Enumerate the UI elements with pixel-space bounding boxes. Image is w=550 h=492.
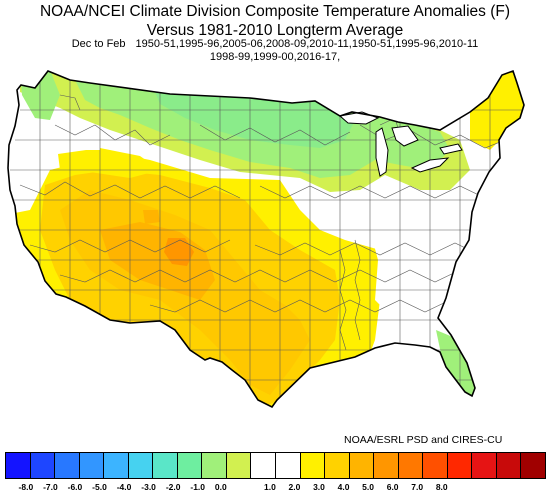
legend-tick-label: 0.0	[214, 482, 227, 492]
legend-swatch	[78, 452, 105, 479]
legend-swatch	[324, 452, 350, 479]
legend-tick-label: 6.0	[386, 482, 399, 492]
legend-swatch	[471, 452, 497, 479]
credit-text: NOAA/ESRL PSD and CIRES-CU	[344, 434, 503, 446]
legend-swatch	[495, 452, 522, 479]
legend-swatch	[103, 452, 129, 479]
legend-swatch	[127, 452, 154, 479]
legend-swatch	[520, 452, 546, 479]
legend-swatch	[275, 452, 301, 479]
legend-swatch	[152, 452, 178, 479]
title-line-2: Versus 1981-2010 Longterm Average	[146, 22, 404, 39]
legend-swatch	[250, 452, 276, 479]
legend-tick-label: 2.0	[288, 482, 301, 492]
color-scale-legend: -8.0 -7.0 -6.0 -5.0 -4.0 -3.0 -2.0 -1.0 0.0 1.0 2.…	[5, 452, 546, 492]
legend-tick-label: 7.0	[411, 482, 424, 492]
years-line-2: 1998-99,1999-00,2016-17,	[209, 51, 341, 63]
legend-tick-label: 4.0	[337, 482, 350, 492]
us-outline	[7, 69, 525, 409]
legend-swatch	[176, 452, 203, 479]
legend-swatch	[5, 452, 31, 479]
us-climate-division-map	[7, 69, 525, 409]
legend-swatch	[422, 452, 448, 479]
legend-tick-label: -1.0	[190, 482, 206, 492]
title-line-1: NOAA/NCEI Climate Division Composite Tem…	[39, 3, 511, 20]
legend-swatch	[397, 452, 424, 479]
legend-tick-label: -2.0	[165, 482, 181, 492]
legend-swatch	[348, 452, 375, 479]
subtitle-line-1: Dec to Feb 1950-51,1995-96,2005-06,2008-0…	[0, 38, 550, 51]
legend-swatch	[29, 452, 56, 479]
legend-tick-label: 1.0	[264, 482, 276, 492]
legend-tick-label: -6.0	[67, 482, 83, 492]
anomaly-fill	[8, 71, 524, 407]
legend-tick-label: 8.0	[435, 482, 448, 492]
legend-tick-label: -5.0	[92, 482, 107, 492]
legend-swatch	[225, 452, 252, 479]
legend-tick-label: -4.0	[116, 482, 132, 492]
legend-tick-label: 3.0	[313, 482, 325, 492]
years-line-1: 1950-51,1995-96,2005-06,2008-09,2010-11,…	[135, 38, 479, 50]
great-lakes	[338, 111, 463, 177]
legend-tick-label: -3.0	[141, 482, 156, 492]
legend-swatch	[201, 452, 227, 479]
legend-tick-label: 5.0	[362, 482, 374, 492]
legend-tick-label: -7.0	[43, 482, 58, 492]
legend-swatch	[373, 452, 399, 479]
legend-swatch	[446, 452, 473, 479]
legend-tick-label: -8.0	[18, 482, 34, 492]
legend-swatch	[299, 452, 326, 479]
season-label: Dec to Feb	[71, 38, 126, 50]
legend-swatch	[54, 452, 80, 479]
map-title: NOAA/NCEI Climate Division Composite Tem…	[0, 2, 550, 40]
